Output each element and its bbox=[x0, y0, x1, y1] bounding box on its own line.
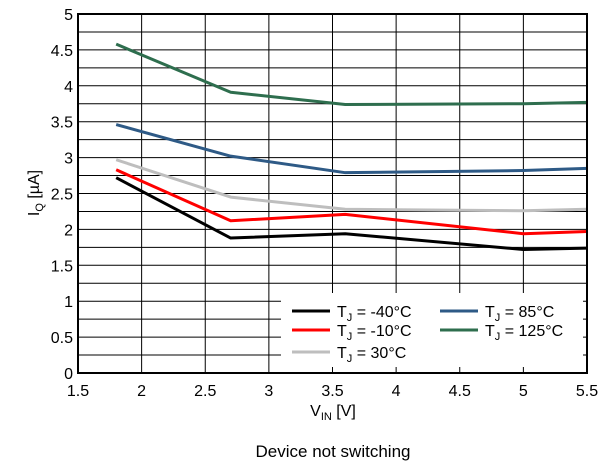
y-tick-labels: 0 0.5 1 1.5 2 2.5 3 3.5 4 4.5 5 bbox=[51, 7, 73, 383]
x-tick-label: 4 bbox=[392, 383, 401, 400]
y-tick-label: 1.5 bbox=[51, 258, 73, 275]
x-tick-label: 2 bbox=[137, 383, 146, 400]
y-tick-label: 0.5 bbox=[51, 330, 73, 347]
legend-label-3: TJ = 30°C bbox=[337, 345, 406, 365]
legend-label-4: TJ = 85°C bbox=[485, 304, 554, 324]
series-lines bbox=[115, 42, 588, 252]
y-axis-label-main: I bbox=[26, 212, 43, 216]
series-line-3 bbox=[115, 158, 588, 213]
legend: TJ = -40°CTJ = -10°CTJ = 30°C TJ = 85°CTJ… bbox=[281, 293, 583, 367]
legend-label-2: TJ = -10°C bbox=[337, 323, 412, 343]
series-line-4 bbox=[115, 123, 588, 175]
y-axis-label-unit: [µA] bbox=[26, 170, 43, 203]
y-tick-label: 3.5 bbox=[51, 115, 73, 132]
x-tick-label: 1.5 bbox=[67, 383, 89, 400]
x-tick-labels: 1.5 2 2.5 3 3.5 4 4.5 5 5.5 bbox=[67, 383, 598, 400]
y-tick-label: 2.5 bbox=[51, 187, 73, 204]
y-axis-label-sub: Q bbox=[34, 203, 46, 212]
series-line-1 bbox=[115, 176, 588, 252]
series-line-2 bbox=[115, 168, 588, 236]
x-tick-label: 4.5 bbox=[449, 383, 471, 400]
plot-frame bbox=[77, 13, 588, 374]
y-axis-label: IQ [µA] bbox=[26, 170, 46, 216]
x-tick-label: 5.5 bbox=[576, 383, 598, 400]
x-tick-label: 2.5 bbox=[194, 383, 216, 400]
y-tick-label: 4 bbox=[64, 79, 73, 96]
legend-label-1: TJ = -40°C bbox=[337, 304, 412, 324]
legend-label-5: TJ = 125°C bbox=[485, 323, 563, 343]
x-axis-label-main: V bbox=[310, 403, 321, 420]
x-tick-label: 5 bbox=[519, 383, 528, 400]
x-tick-label: 3 bbox=[264, 383, 273, 400]
series-line-5 bbox=[115, 42, 588, 106]
y-tick-label: 3 bbox=[64, 151, 73, 168]
x-axis-label-sub: IN bbox=[321, 411, 332, 423]
y-tick-label: 1 bbox=[64, 294, 73, 311]
x-tick-label: 3.5 bbox=[321, 383, 343, 400]
y-tick-label: 5 bbox=[64, 7, 73, 24]
y-tick-label: 4.5 bbox=[51, 43, 73, 60]
legend-box bbox=[281, 293, 583, 367]
x-axis-label-unit: [V] bbox=[332, 403, 356, 420]
y-tick-label: 0 bbox=[64, 366, 73, 383]
y-tick-label: 2 bbox=[64, 222, 73, 239]
chart-caption: Device not switching bbox=[256, 442, 411, 461]
x-axis-label: VIN [V] bbox=[310, 403, 356, 423]
